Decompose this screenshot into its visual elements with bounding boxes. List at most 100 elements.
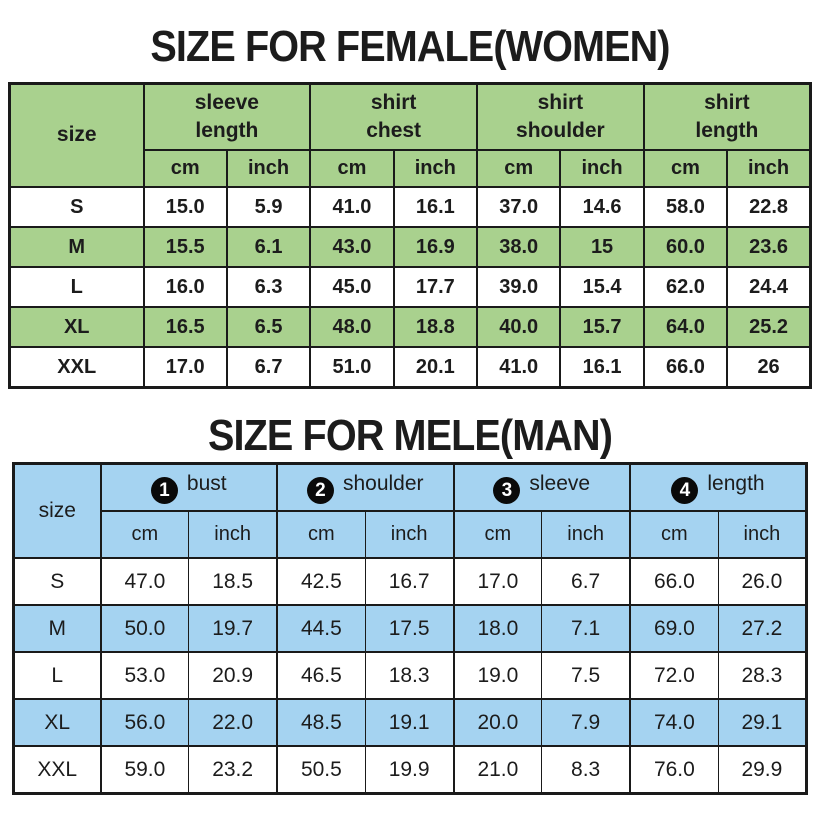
unit-header-cell: cm xyxy=(309,149,395,188)
value-cell: 45.0 xyxy=(309,266,395,308)
value-cell: 6.1 xyxy=(225,226,312,268)
group-label: shoulder xyxy=(342,471,424,495)
value-cell: 21.0 xyxy=(452,745,543,794)
value-cell: 7.5 xyxy=(541,651,631,700)
value-cell: 47.0 xyxy=(99,557,190,606)
table-row: XXL 17.0 6.7 51.0 20.1 41.0 16.1 66.0 26 xyxy=(8,346,812,389)
value-cell: 41.0 xyxy=(475,346,562,389)
value-cell: 22.8 xyxy=(726,186,812,228)
value-cell: 72.0 xyxy=(628,651,719,700)
male-size-column-header: size xyxy=(13,462,101,559)
value-cell: 20.9 xyxy=(188,651,278,700)
value-cell: 15.7 xyxy=(559,306,645,348)
male-group-length: 4 length xyxy=(629,462,807,512)
size-cell: L xyxy=(13,651,101,700)
value-cell: 19.0 xyxy=(452,651,543,700)
value-cell: 44.5 xyxy=(275,604,366,653)
table-row: XXL 59.0 23.2 50.5 19.9 21.0 8.3 76.0 29… xyxy=(13,745,808,794)
value-cell: 29.9 xyxy=(717,745,808,794)
value-cell: 17.7 xyxy=(392,266,479,308)
female-group-shirt-chest: shirt chest xyxy=(309,82,478,151)
value-cell: 20.1 xyxy=(392,346,479,389)
value-cell: 50.0 xyxy=(99,604,190,653)
value-cell: 56.0 xyxy=(99,698,190,747)
unit-header-cell: inch xyxy=(726,149,812,188)
value-cell: 16.1 xyxy=(392,186,479,228)
table-row: S 15.0 5.9 41.0 16.1 37.0 14.6 58.0 22.8 xyxy=(8,186,812,228)
male-group-header-row: size 1 bust 2 shoulder 3 sleeve 4 length xyxy=(13,462,807,559)
value-cell: 18.5 xyxy=(188,557,278,606)
value-cell: 69.0 xyxy=(628,604,719,653)
female-group-shirt-shoulder: shirt shoulder xyxy=(476,82,645,151)
unit-header-cell: inch xyxy=(717,510,808,559)
value-cell: 46.5 xyxy=(275,651,366,700)
value-cell: 28.3 xyxy=(717,651,808,700)
circled-number-3-icon: 3 xyxy=(493,476,521,504)
value-cell: 40.0 xyxy=(475,306,562,348)
table-row: L 16.0 6.3 45.0 17.7 39.0 15.4 62.0 24.4 xyxy=(8,266,812,308)
unit-header-cell: cm xyxy=(642,149,729,188)
female-group-header-row: size sleeve length shirt chest shirt sho… xyxy=(8,82,812,188)
size-cell: L xyxy=(8,266,145,308)
value-cell: 50.5 xyxy=(275,745,366,794)
female-unit-header-row: cm inch cm inch cm inch cm inch xyxy=(10,149,812,188)
female-size-column-header: size xyxy=(8,82,145,188)
female-group-shirt-length: shirt length xyxy=(642,82,812,151)
table-row: XL 16.5 6.5 48.0 18.8 40.0 15.7 64.0 25.… xyxy=(8,306,812,348)
circled-number-2-icon: 2 xyxy=(306,476,334,504)
group-label-line: length xyxy=(695,119,759,142)
value-cell: 19.1 xyxy=(364,698,455,747)
value-cell: 20.0 xyxy=(452,698,543,747)
table-row: S 47.0 18.5 42.5 16.7 17.0 6.7 66.0 26.0 xyxy=(13,557,808,606)
value-cell: 7.1 xyxy=(541,604,631,653)
value-cell: 15.5 xyxy=(142,226,228,268)
value-cell: 41.0 xyxy=(309,186,395,228)
group-label-line: shirt xyxy=(370,90,417,114)
group-label-line: shirt xyxy=(537,90,584,114)
unit-header-cell: inch xyxy=(364,510,455,559)
value-cell: 53.0 xyxy=(99,651,190,700)
value-cell: 6.3 xyxy=(225,266,312,308)
table-row: M 15.5 6.1 43.0 16.9 38.0 15 60.0 23.6 xyxy=(8,226,812,268)
value-cell: 6.5 xyxy=(225,306,312,348)
size-cell: M xyxy=(13,604,101,653)
table-row: L 53.0 20.9 46.5 18.3 19.0 7.5 72.0 28.3 xyxy=(13,651,808,700)
value-cell: 19.7 xyxy=(188,604,278,653)
group-label-line: shoulder xyxy=(516,119,605,142)
size-cell: M xyxy=(8,226,145,268)
value-cell: 6.7 xyxy=(541,557,631,606)
value-cell: 76.0 xyxy=(628,745,719,794)
value-cell: 6.7 xyxy=(225,346,312,389)
size-cell: S xyxy=(13,557,101,606)
value-cell: 42.5 xyxy=(275,557,366,606)
group-label-line: chest xyxy=(366,119,422,142)
value-cell: 15.4 xyxy=(559,266,645,308)
value-cell: 18.0 xyxy=(452,604,543,653)
circled-number-4-icon: 4 xyxy=(671,476,699,504)
value-cell: 14.6 xyxy=(559,186,645,228)
value-cell: 17.0 xyxy=(452,557,543,606)
table-row: M 50.0 19.7 44.5 17.5 18.0 7.1 69.0 27.2 xyxy=(13,604,808,653)
table-row: XL 56.0 22.0 48.5 19.1 20.0 7.9 74.0 29.… xyxy=(13,698,808,747)
value-cell: 62.0 xyxy=(642,266,729,308)
value-cell: 22.0 xyxy=(188,698,278,747)
value-cell: 18.3 xyxy=(364,651,455,700)
value-cell: 16.0 xyxy=(142,266,228,308)
unit-header-cell: cm xyxy=(628,510,719,559)
value-cell: 16.1 xyxy=(559,346,645,389)
group-label: sleeve xyxy=(529,471,591,495)
circled-number-1-icon: 1 xyxy=(150,476,178,504)
value-cell: 48.5 xyxy=(275,698,366,747)
value-cell: 5.9 xyxy=(225,186,312,228)
male-group-shoulder: 2 shoulder xyxy=(276,462,454,512)
male-table-title: SIZE FOR MELE(MAN) xyxy=(208,411,613,460)
group-label-line: sleeve xyxy=(194,90,259,114)
value-cell: 66.0 xyxy=(642,346,729,389)
unit-header-cell: inch xyxy=(188,510,278,559)
value-cell: 19.9 xyxy=(364,745,455,794)
value-cell: 24.4 xyxy=(726,266,812,308)
unit-header-cell: cm xyxy=(475,149,562,188)
group-label-line: length xyxy=(195,119,259,142)
value-cell: 29.1 xyxy=(717,698,808,747)
unit-header-cell: cm xyxy=(99,510,190,559)
